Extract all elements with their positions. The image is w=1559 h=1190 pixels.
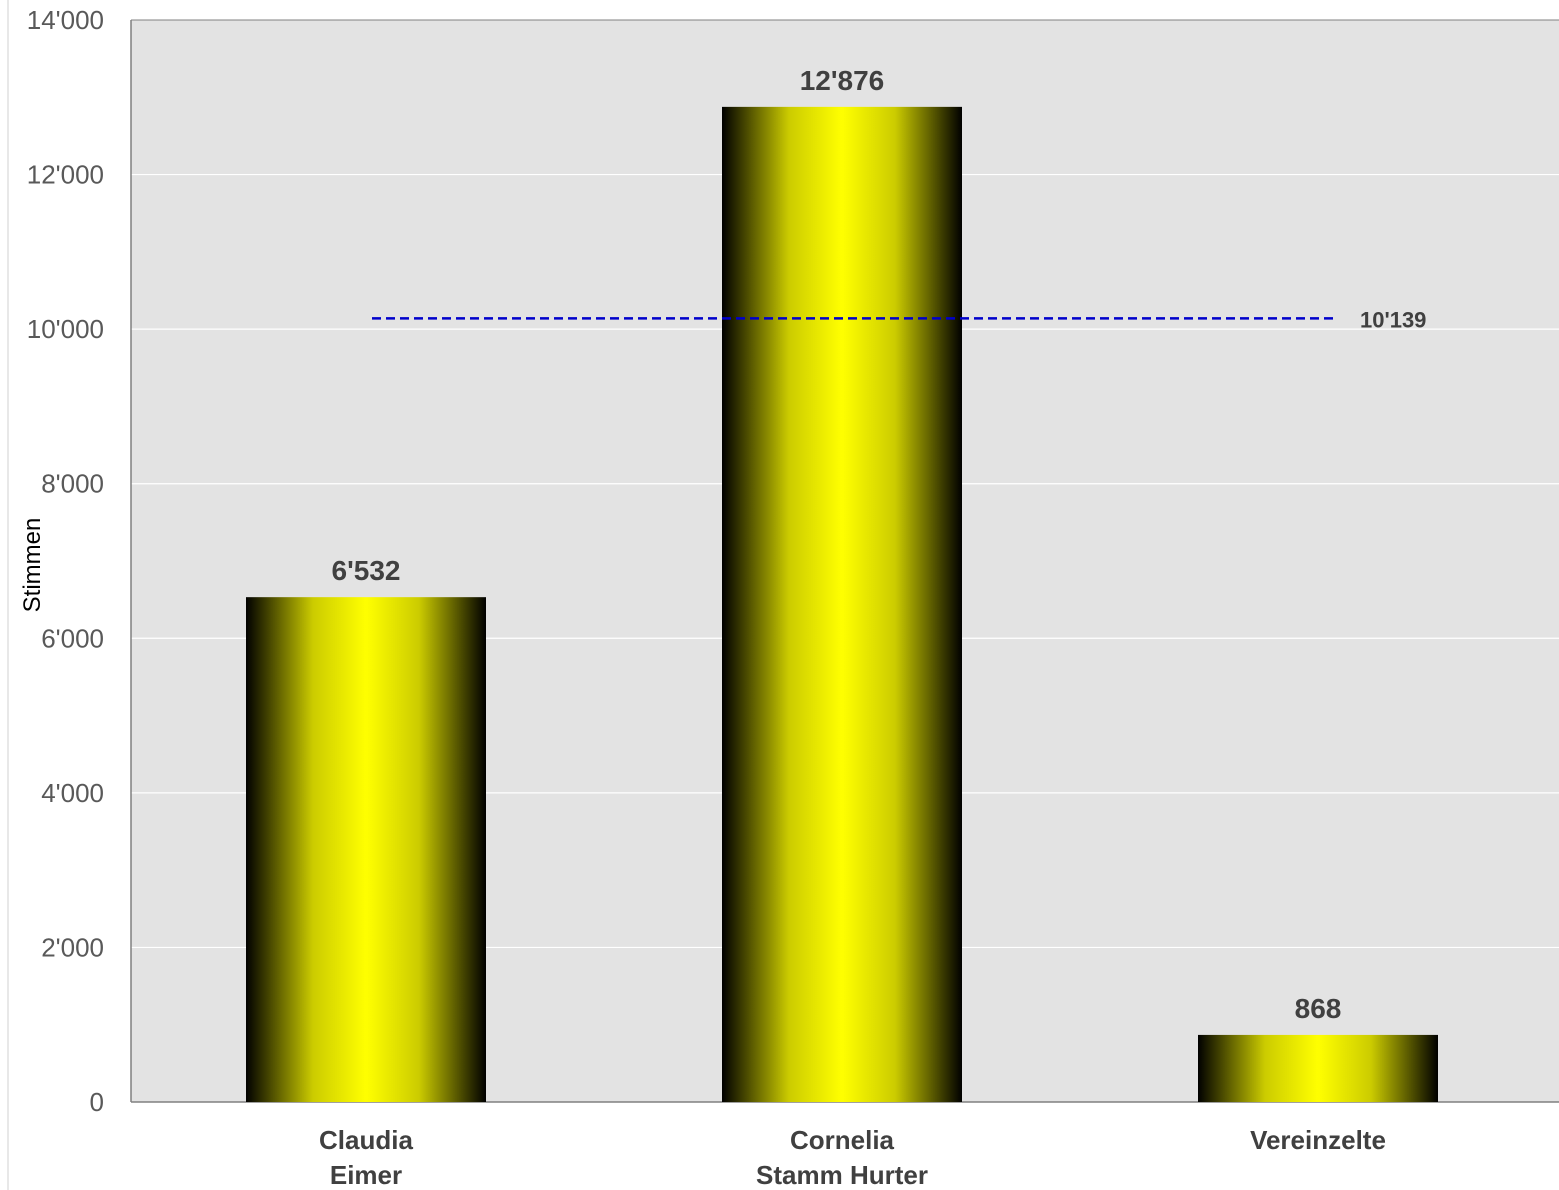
y-tick-label: 6'000	[41, 623, 104, 653]
bar	[1198, 1034, 1438, 1102]
x-category-label: Eimer	[330, 1160, 402, 1190]
y-tick-label: 0	[90, 1087, 104, 1117]
reference-line-label: 10'139	[1360, 307, 1426, 332]
x-category-label: Claudia	[319, 1125, 413, 1155]
bar	[722, 106, 962, 1102]
y-axis-ticks: 0 2'000 4'000 6'000 8'000 10'000 12'000 14'000	[27, 5, 104, 1117]
bar-value-label: 6'532	[332, 555, 401, 586]
y-tick-label: 14'000	[27, 5, 104, 35]
x-axis-categories: Claudia Eimer Cornelia Stamm Hurter Vereinze…	[319, 1125, 1386, 1190]
y-axis-label: Stimmen	[19, 518, 46, 613]
bars	[246, 106, 1438, 1102]
bar-value-label: 868	[1295, 993, 1342, 1024]
x-category-label: Cornelia	[790, 1125, 895, 1155]
reference-line-group: 10'139	[372, 307, 1426, 332]
y-tick-label: 12'000	[27, 160, 104, 190]
data-labels: 6'532 12'876 868	[332, 65, 1342, 1024]
y-tick-label: 2'000	[41, 932, 104, 962]
x-category-label: Vereinzelte	[1250, 1125, 1386, 1155]
y-tick-label: 8'000	[41, 469, 104, 499]
y-tick-label: 4'000	[41, 778, 104, 808]
bar	[246, 597, 486, 1102]
y-tick-label: 10'000	[27, 314, 104, 344]
x-category-label: Stamm Hurter	[756, 1160, 928, 1190]
bar-value-label: 12'876	[800, 65, 885, 96]
